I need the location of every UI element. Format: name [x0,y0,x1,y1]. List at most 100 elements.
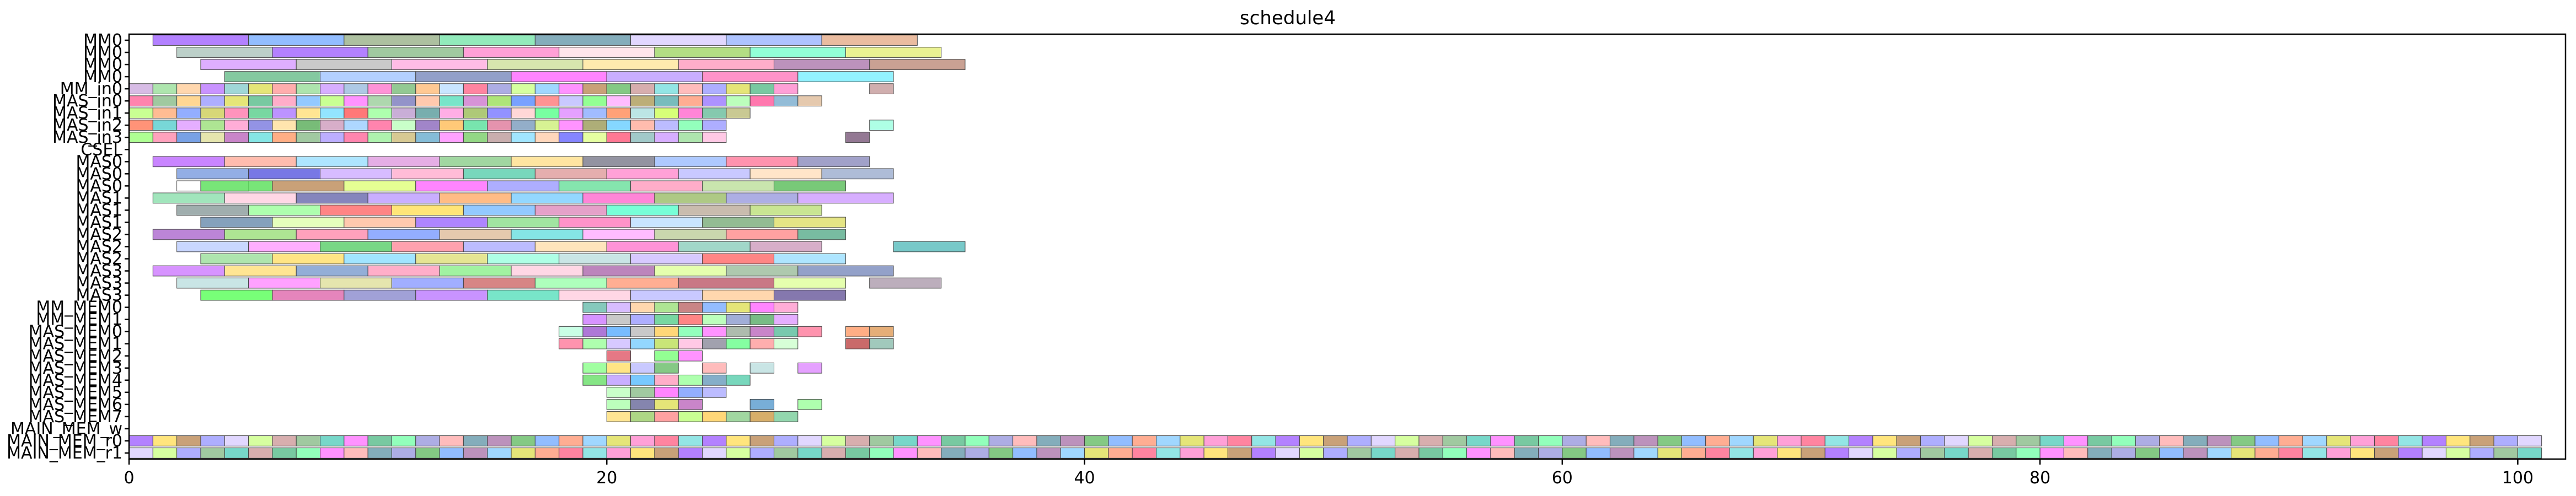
task-bar [726,192,799,204]
task-bar [2374,435,2399,446]
task-bar [2231,448,2256,459]
task-bar [630,326,655,337]
task-bar [1275,448,1300,459]
task-bar [248,241,321,252]
task-bar [773,411,799,422]
task-bar [128,83,153,94]
task-bar [559,132,583,143]
task-bar [272,180,345,192]
task-bar [630,362,655,374]
task-bar [606,301,631,313]
task-bar [2254,448,2279,459]
task-bar [749,83,774,94]
task-bar [702,180,774,192]
task-bar [797,326,822,337]
task-bar [606,411,631,422]
task-bar [606,374,631,386]
task-bar [344,120,368,131]
task-bar [320,132,345,143]
task-bar [487,120,512,131]
task-bar [726,95,751,107]
task-bar [678,326,703,337]
task-bar [344,107,368,119]
task-bar [869,120,894,131]
task-bar [1777,435,1802,446]
task-bar [463,204,535,216]
task-bar [654,314,679,325]
task-bar [128,435,153,446]
task-bar [391,59,488,70]
task-bar [654,326,679,337]
task-bar [965,435,989,446]
task-bar [439,229,512,240]
task-bar [415,217,488,228]
task-bar [726,107,751,119]
task-bar [296,107,321,119]
task-bar [2493,448,2518,459]
task-bar [702,289,774,301]
task-bar [702,314,727,325]
task-bar [511,192,583,204]
task-bar [511,229,583,240]
task-bar [248,95,273,107]
task-bar [296,229,368,240]
y-tick-label: MAS_MEM2 [29,347,122,366]
y-tick-label: MM0 [83,43,122,62]
task-bar [1824,435,1850,446]
task-bar [582,301,607,313]
task-bar [582,156,655,168]
task-bar [367,229,440,240]
task-bar [630,338,655,349]
task-bar [797,95,822,107]
task-bar [367,435,392,446]
y-tick-label: MAS_MEM4 [29,371,122,390]
task-bar [152,107,178,119]
task-bar [344,132,368,143]
task-bar [2016,435,2041,446]
task-bar [2039,448,2064,459]
task-bar [2517,435,2542,446]
y-tick-label: MAS_in0 [52,91,122,111]
task-bar [1920,448,1945,459]
task-bar [200,107,225,119]
task-bar [2254,435,2279,446]
task-bar [272,107,297,119]
task-bar [415,289,488,301]
task-bar [2445,435,2471,446]
task-bar [511,83,535,94]
task-bar [1609,448,1635,459]
task-bar [678,132,703,143]
task-bar [749,362,774,374]
task-bar [749,326,774,337]
task-bar [749,47,846,58]
task-bar [726,435,751,446]
task-bar [654,265,727,277]
task-bar [2231,435,2256,446]
task-bar [606,448,631,459]
task-bar [439,35,535,46]
task-bar [391,435,416,446]
task-bar [749,411,774,422]
task-bar [1036,448,1061,459]
task-bar [200,83,225,94]
task-bar [320,120,345,131]
task-bar [272,289,345,301]
task-bar [1180,435,1204,446]
task-bar [869,326,894,337]
task-bar [702,71,799,82]
task-bar [224,156,297,168]
task-bar [1729,435,1754,446]
task-bar [559,338,583,349]
task-bar [2470,448,2494,459]
task-bar [296,265,368,277]
task-bar [678,399,703,410]
task-bar [582,326,607,337]
task-bar [391,241,464,252]
task-bar [773,59,870,70]
task-bar [1872,435,1897,446]
y-tick-label: MM0 [83,31,122,50]
y-tick-label: MAS_MEM3 [29,359,122,378]
task-bar [797,265,894,277]
task-bar [749,204,822,216]
task-bar [606,399,631,410]
